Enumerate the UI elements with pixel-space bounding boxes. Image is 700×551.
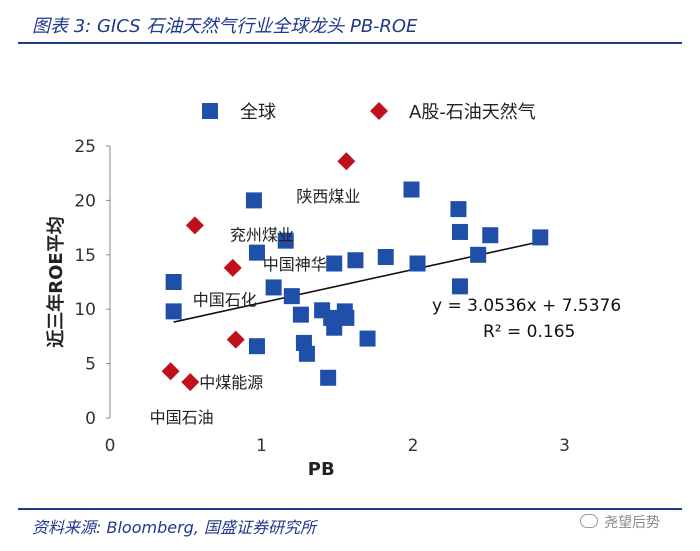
point-label: 兖州煤业 [230,225,294,244]
global-data-point [359,330,376,347]
title-rule [18,42,682,44]
point-label: 中煤能源 [199,373,263,392]
source-rule [18,508,682,510]
global-data-point [377,248,394,265]
global-data-point [298,345,315,362]
ashare-data-point [185,216,204,235]
global-data-point [292,306,309,323]
y-tick-label: 10 [74,300,96,320]
global-data-point [470,246,487,263]
global-data-point [245,192,262,209]
global-data-point [409,255,426,272]
y-tick-label: 0 [85,409,96,429]
ashare-data-point [223,258,242,277]
point-label: 中国神华 [263,255,327,274]
global-data-point [248,244,265,261]
legend-global-label: 全球 [240,102,276,123]
y-tick-label: 20 [74,191,96,211]
y-tick-label: 25 [74,137,96,157]
ashare-data-point [181,373,200,392]
x-axis-title: PB [308,459,335,480]
global-data-point [347,252,364,269]
global-data-point [265,279,282,296]
point-label: 陕西煤业 [296,187,360,206]
global-data-point [450,201,467,218]
global-data-point [326,255,343,272]
point-label: 中国石油 [150,408,214,427]
global-data-point [320,369,337,386]
legend-ashare-marker [370,102,388,120]
point-label: 中国石化 [193,291,257,310]
pb-roe-scatter-chart: 0 1 2 3 0 5 10 15 20 25 PB 近三年ROE平均 陕西煤业兖州煤业中国神华中国石化… [45,102,621,480]
y-axis-title: 近三年ROE平均 [45,216,67,347]
trendline-equation: y = 3.0536x + 7.5376 [432,296,621,316]
global-data-point [482,227,499,244]
x-tick-label: 0 [105,436,116,456]
watermark-text: 尧望后势 [604,515,660,531]
legend-global-marker [202,103,218,119]
ashare-data-point [161,362,180,381]
wechat-icon [580,514,598,528]
ashare-data-point [337,152,356,171]
source-note: 资料来源: Bloomberg, 国盛证券研究所 [32,518,316,537]
global-data-point [451,278,468,295]
watermark: 尧望后势 [580,512,660,532]
global-data-point [165,303,182,320]
y-tick-label: 5 [85,355,96,375]
x-tick-label: 1 [256,436,267,456]
global-data-point [451,223,468,240]
global-data-point [248,338,265,355]
figure-title: 图表 3: GICS 石油天然气行业全球龙头 PB-ROE [32,16,418,37]
global-data-point [532,229,549,246]
global-data-point [277,232,294,249]
legend-ashare-label: A股-石油天然气 [409,102,536,123]
global-data-point [283,288,300,305]
x-tick-label: 3 [559,436,570,456]
global-data-point [403,181,420,198]
global-data-point [326,319,343,336]
global-data-point [165,274,182,290]
x-tick-label: 2 [408,436,419,456]
y-tick-label: 15 [74,246,96,266]
global-data-point [338,309,355,326]
r-squared: R² = 0.165 [483,322,575,342]
ashare-data-point [226,330,245,349]
